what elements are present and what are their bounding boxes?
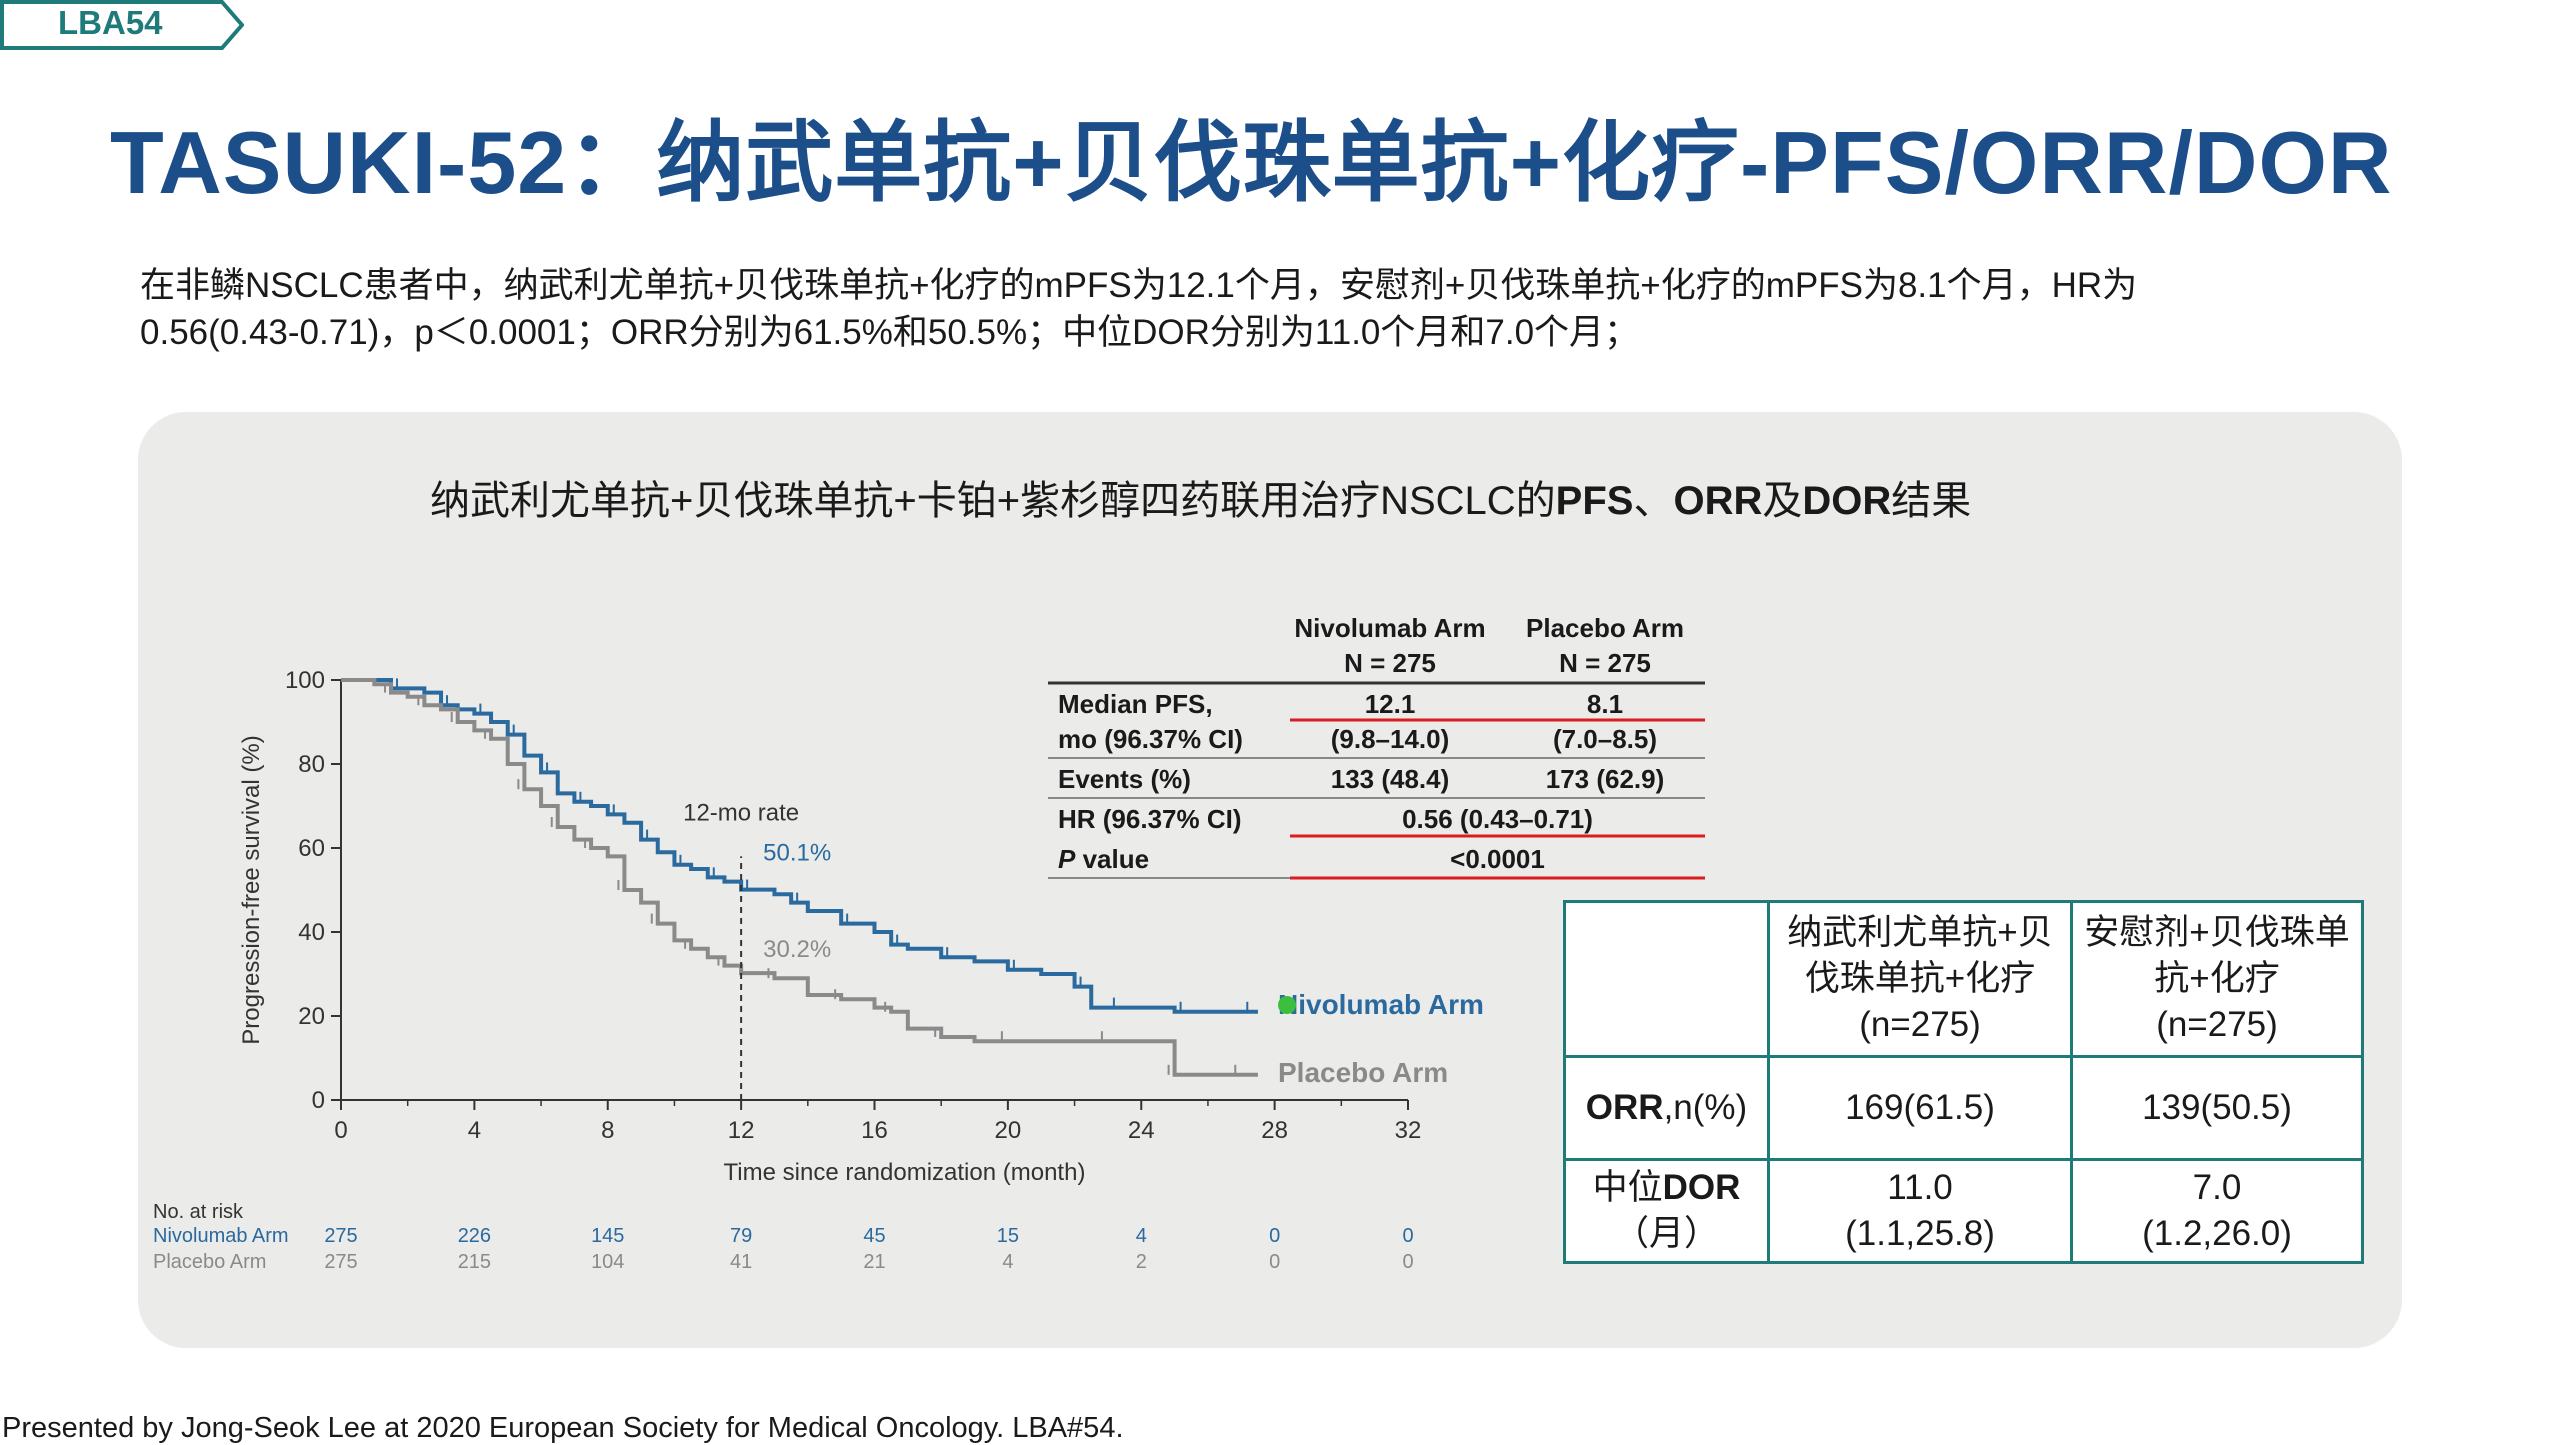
curve-nivolumab — [341, 678, 1258, 1014]
stats-value: (7.0–8.5) — [1553, 724, 1657, 754]
stats-value: (9.8–14.0) — [1331, 724, 1450, 754]
at-risk-value: 4 — [1002, 1251, 1013, 1273]
twelve-month-label: 12-mo rate — [683, 800, 799, 827]
at-risk-value: 0 — [1269, 1225, 1280, 1247]
x-tick-label: 32 — [1395, 1117, 1422, 1144]
at-risk-value: 0 — [1402, 1251, 1413, 1273]
stats-row-label: P value — [1058, 844, 1149, 874]
at-risk-value: 41 — [730, 1251, 752, 1273]
x-tick-label: 20 — [995, 1117, 1022, 1144]
at-risk-value: 79 — [730, 1225, 752, 1247]
orr-nivolumab: 169(61.5) — [1767, 1055, 2073, 1161]
summary-line-1: 在非鳞NSCLC患者中，纳武利尤单抗+贝伐珠单抗+化疗的mPFS为12.1个月，… — [140, 266, 2138, 305]
orr-placebo: 139(50.5) — [2070, 1055, 2364, 1161]
stats-row-label: HR (96.37% CI) — [1058, 804, 1242, 834]
result-table-corner — [1563, 900, 1770, 1058]
at-risk-row-name: Placebo Arm — [153, 1251, 266, 1273]
chart-labels: 12-mo rate Nivolumab Arm 50.1% Placebo Arm 3… — [683, 800, 1484, 1100]
legend-nivolumab: Nivolumab Arm — [1278, 989, 1484, 1020]
x-tick-label: 8 — [601, 1117, 614, 1144]
footer-citation: Presented by Jong-Seok Lee at 2020 Europ… — [2, 1412, 1124, 1444]
x-tick-label: 12 — [728, 1117, 755, 1144]
stats-row-label: mo (96.37% CI) — [1058, 724, 1243, 754]
page-title: TASUKI-52：纳武单抗+贝伐珠单抗+化疗-PFS/ORR/DOR — [110, 113, 2393, 212]
stats-col2-name: Placebo Arm — [1526, 613, 1684, 643]
at-risk-value: 4 — [1136, 1225, 1147, 1247]
panel-title: 纳武利尤单抗+贝伐珠单抗+卡铂+紫杉醇四药联用治疗NSCLC的PFS、ORR及D… — [430, 479, 1972, 523]
stats-row-label: Median PFS, — [1058, 689, 1213, 719]
at-risk-value: 226 — [458, 1225, 491, 1247]
stats-row-label: Events (%) — [1058, 764, 1191, 794]
y-axis-label: Progression-free survival (%) — [238, 735, 265, 1044]
y-tick-label: 20 — [298, 1003, 325, 1030]
lba-tag — [0, 0, 244, 50]
x-tick-label: 24 — [1128, 1117, 1155, 1144]
summary-line-2: 0.56(0.43-0.71)，p＜0.0001；ORR分别为61.5%和50.… — [140, 313, 1640, 352]
result-header-nivolumab: 纳武利尤单抗+贝 伐珠单抗+化疗 (n=275) — [1767, 900, 2073, 1058]
stats-col1-name: Nivolumab Arm — [1294, 613, 1485, 643]
legend-placebo: Placebo Arm — [1278, 1057, 1448, 1088]
stats-value: 173 (62.9) — [1546, 764, 1665, 794]
at-risk-value: 145 — [591, 1225, 624, 1247]
stats-table: Nivolumab Arm N = 275 Placebo Arm N = 275 Me… — [1048, 613, 1705, 880]
legend-marker-dot — [1278, 996, 1296, 1014]
x-tick-label: 4 — [468, 1117, 481, 1144]
stats-value: <0.0001 — [1450, 844, 1545, 874]
x-tick-label: 28 — [1261, 1117, 1288, 1144]
stats-col1-n: N = 275 — [1344, 648, 1436, 678]
at-risk-value: 21 — [863, 1251, 885, 1273]
result-table: 纳武利尤单抗+贝 伐珠单抗+化疗 (n=275) 安慰剂+贝伐珠单 抗+化疗 (n=27… — [1563, 900, 2364, 1264]
at-risk-row-name: Nivolumab Arm — [153, 1225, 289, 1247]
orr-label: ORR,n(%) — [1563, 1055, 1770, 1161]
at-risk-value: 275 — [324, 1251, 357, 1273]
at-risk-value: 0 — [1402, 1225, 1413, 1247]
stats-col2-n: N = 275 — [1559, 648, 1651, 678]
y-tick-label: 40 — [298, 919, 325, 946]
stats-value: 12.1 — [1365, 689, 1416, 719]
lba-tag-label: LBA54 — [58, 4, 163, 41]
dor-label: 中位DOR （月） — [1563, 1158, 1770, 1264]
result-header-placebo: 安慰剂+贝伐珠单 抗+化疗 (n=275) — [2070, 900, 2364, 1058]
at-risk-value: 0 — [1269, 1251, 1280, 1273]
x-tick-label: 0 — [334, 1117, 347, 1144]
x-axis-label: Time since randomization (month) — [724, 1159, 1086, 1186]
at-risk-value: 15 — [997, 1225, 1019, 1247]
x-tick-label: 16 — [861, 1117, 888, 1144]
summary-text: 在非鳞NSCLC患者中，纳武利尤单抗+贝伐珠单抗+化疗的mPFS为12.1个月，… — [140, 262, 2440, 356]
y-tick-label: 60 — [298, 835, 325, 862]
curve-placebo — [341, 678, 1258, 1077]
y-tick-label: 0 — [312, 1087, 325, 1114]
rate-label-nivolumab: 50.1% — [763, 840, 831, 867]
at-risk-value: 215 — [458, 1251, 491, 1273]
at-risk-value: 104 — [591, 1251, 624, 1273]
stats-value: 0.56 (0.43–0.71) — [1402, 804, 1593, 834]
at-risk-value: 275 — [324, 1225, 357, 1247]
dor-nivolumab: 11.0 (1.1,25.8) — [1767, 1158, 2073, 1264]
at-risk-value: 2 — [1136, 1251, 1147, 1273]
stats-value: 8.1 — [1587, 689, 1623, 719]
dor-placebo: 7.0 (1.2,26.0) — [2070, 1158, 2364, 1264]
stats-value: 133 (48.4) — [1331, 764, 1450, 794]
at-risk-label: No. at risk — [153, 1201, 244, 1223]
at-risk-value: 45 — [863, 1225, 885, 1247]
y-tick-label: 100 — [285, 667, 325, 694]
rate-label-placebo: 30.2% — [763, 936, 831, 963]
chart-axes: 0 4 8 12 16 20 24 28 32 0 20 40 60 80 100 Time since ra… — [238, 667, 1421, 1186]
chart-curves — [341, 678, 1258, 1077]
y-tick-label: 80 — [298, 751, 325, 778]
